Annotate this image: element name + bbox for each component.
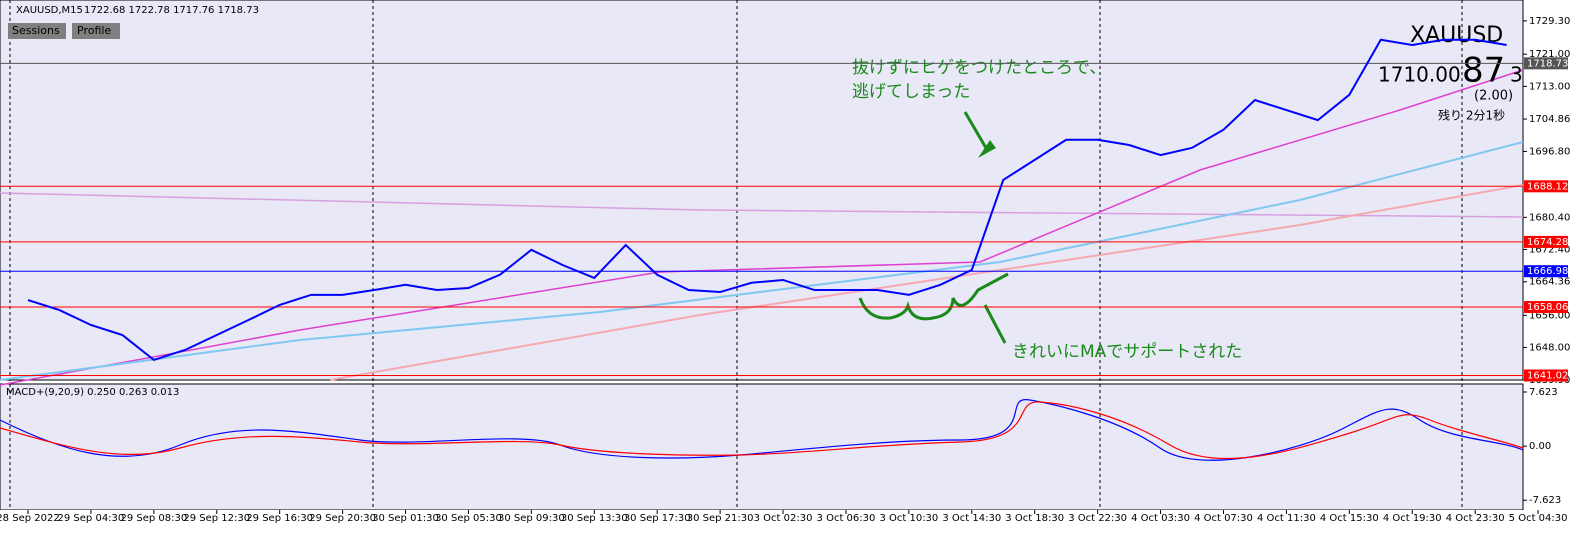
overlay-price-small: 3 [1510,63,1523,87]
overlay-symbol: XAUUSD [1410,23,1503,48]
time-axis [0,510,1591,536]
y-tick-label: 1672.40 [1529,244,1570,255]
y-tick-label: 1704.86 [1529,114,1570,125]
x-tick-label: 4 Oct 23:30 [1446,513,1505,524]
annotation: 抜けずにヒゲをつけたところで、 [852,58,1106,78]
x-tick-label: 30 Sep 09:30 [498,513,565,524]
level-box [1524,369,1568,382]
price-line [27,38,1507,362]
x-tick-label: 29 Sep 20:30 [309,513,376,524]
y-tick-label: 1664.36 [1529,277,1570,288]
x-tick-label: 4 Oct 03:30 [1131,513,1190,524]
y-tick-label: 1656.00 [1529,310,1570,321]
macd-tick-label: -7.623 [1529,495,1561,506]
x-tick-label: 3 Oct 02:30 [754,513,813,524]
x-tick-label: 28 Sep 2022 [0,513,60,524]
level-box [1524,57,1568,70]
x-tick-label: 3 Oct 22:30 [1068,513,1127,524]
y-tick-label: 1680.40 [1529,212,1570,223]
macd-label: MACD+(9,20,9) 0.250 0.263 0.013 [6,387,179,398]
level-label: 1658.06 [1527,302,1568,313]
x-tick-label: 5 Oct 04:30 [1509,513,1568,524]
macd-tick-label: 0.00 [1529,441,1551,452]
overlay-spread: (2.00) [1474,89,1513,104]
y-tick-label: 1729.30 [1529,16,1570,27]
level-label: 1688.12 [1527,181,1568,192]
x-tick-label: 30 Sep 05:30 [435,513,502,524]
x-tick-label: 3 Oct 10:30 [879,513,938,524]
x-tick-label: 3 Oct 14:30 [942,513,1001,524]
overlay-price: 1710.00 [1378,63,1461,87]
level-label: 1718.73 [1527,58,1568,69]
x-tick-label: 30 Sep 01:30 [372,513,439,524]
symbol: XAUUSD,M15 [16,5,83,16]
x-tick-label: 3 Oct 18:30 [1005,513,1064,524]
moving-averages [0,69,1524,386]
y-tick-label: 1696.80 [1529,146,1570,157]
x-tick-label: 29 Sep 12:30 [183,513,250,524]
sessions-label[interactable]: Sessions [12,24,60,37]
x-tick-label: 3 Oct 06:30 [817,513,876,524]
level-label: 1641.02 [1527,371,1568,382]
arrow-head [978,140,996,158]
level-label: 1666.98 [1527,266,1568,277]
x-tick-label: 29 Sep 08:30 [120,513,187,524]
x-tick-label: 29 Sep 16:30 [246,513,313,524]
macd-tick-label: 7.623 [1529,387,1558,398]
x-tick-label: 4 Oct 07:30 [1194,513,1253,524]
main-panel [0,0,1524,381]
x-tick-label: 30 Sep 17:30 [624,513,691,524]
level-label: 1674.28 [1527,237,1568,248]
level-box [1524,265,1568,278]
annotation: 逃げてしまった [852,82,970,102]
annotation: きれいにMAでサポートされた [1012,342,1242,362]
y-tick-label: 1713.00 [1529,81,1570,92]
x-tick-label: 30 Sep 21:30 [687,513,754,524]
macd-panel [0,383,1524,511]
annotation-arrows [858,111,1009,344]
overlay-timer: 残り 2分1秒 [1438,109,1505,123]
x-tick-label: 4 Oct 19:30 [1383,513,1442,524]
x-tick-label: 30 Sep 13:30 [561,513,628,524]
ohlc: 1722.68 1722.78 1717.76 1718.73 [84,5,259,16]
x-tick-label: 4 Oct 15:30 [1320,513,1379,524]
profile-label[interactable]: Profile [77,24,111,37]
overlay-price-big: 87 [1462,51,1505,91]
macd-lines [0,399,1524,461]
x-tick-label: 29 Sep 04:30 [58,513,125,524]
x-tick-label: 4 Oct 11:30 [1257,513,1316,524]
profile-button[interactable] [72,23,120,39]
level-box [1524,301,1568,314]
y-tick-label: 1721.00 [1529,49,1570,60]
sessions-button[interactable] [8,23,66,39]
y-tick-label: 1648.00 [1529,342,1570,353]
level-box [1524,235,1568,248]
level-box [1524,180,1568,193]
